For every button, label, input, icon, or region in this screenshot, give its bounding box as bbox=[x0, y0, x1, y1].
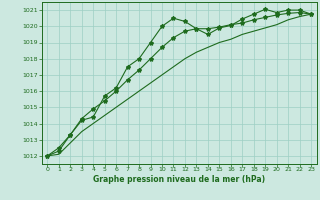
X-axis label: Graphe pression niveau de la mer (hPa): Graphe pression niveau de la mer (hPa) bbox=[93, 175, 265, 184]
